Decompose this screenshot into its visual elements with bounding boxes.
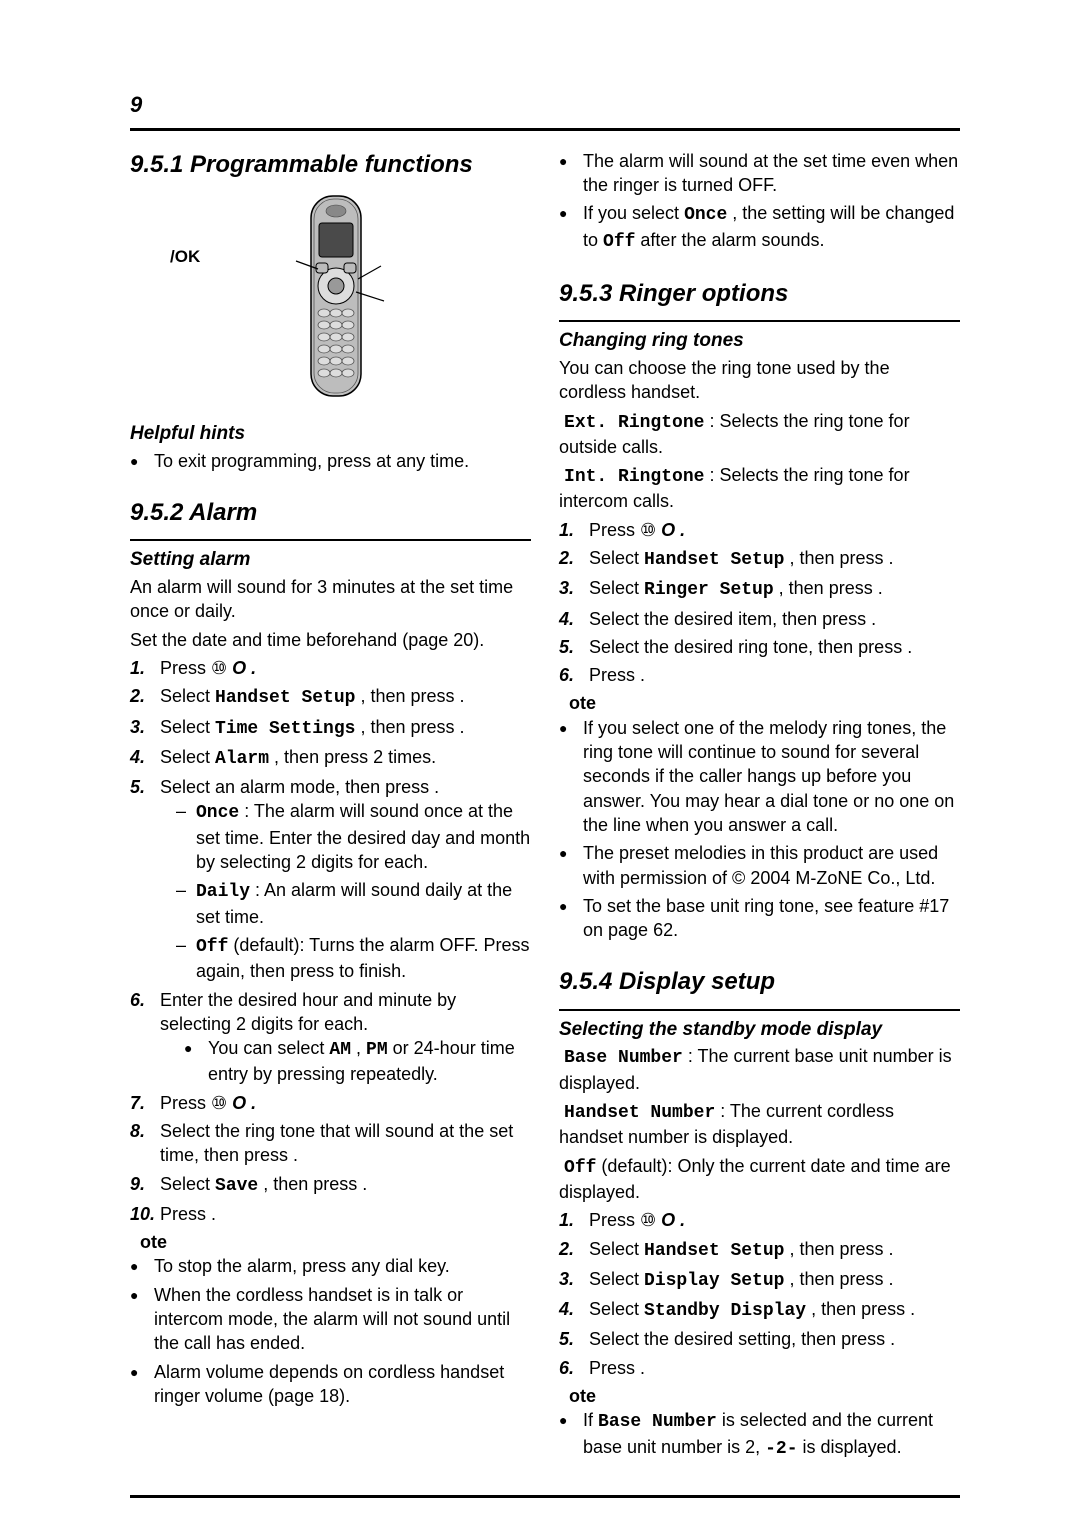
display-step-6: Press .: [559, 1356, 960, 1380]
selecting-standby-title: Selecting the standby mode display: [559, 1017, 960, 1043]
alarm-step-2: Select Handset Setup , then press .: [130, 684, 531, 710]
alarm-note-4: The alarm will sound at the set time eve…: [559, 149, 960, 198]
alarm-step-6: Enter the desired hour and minute by sel…: [130, 988, 531, 1087]
handset-ok-label: /OK: [170, 246, 200, 269]
alarm-step-9: Select Save , then press .: [130, 1172, 531, 1198]
alarm-note-2: When the cordless handset is in talk or …: [130, 1283, 531, 1356]
alarm-step-6-sub: You can select AM , PM or 24-hour time e…: [160, 1036, 531, 1087]
section-951-title: 9.5.1 Programmable functions: [130, 149, 531, 181]
alarm-step-4: Select Alarm , then press 2 times.: [130, 745, 531, 771]
ringer-note-1: If you select one of the melody ring ton…: [559, 716, 960, 837]
alarm-note-1: To stop the alarm, press any dial key.: [130, 1254, 531, 1278]
alarm-step-7: Press ⑩ O .: [130, 1091, 531, 1115]
display-note-1: If Base Number is selected and the curre…: [559, 1408, 960, 1461]
display-step-4: Select Standby Display , then press .: [559, 1297, 960, 1323]
alarm-intro-1: An alarm will sound for 3 minutes at the…: [130, 575, 531, 624]
right-column: The alarm will sound at the set time eve…: [559, 149, 960, 1465]
left-column: 9.5.1 Programmable functions /OK: [130, 149, 531, 1465]
ringer-step-6: Press .: [559, 663, 960, 687]
alarm-note-5: If you select Once , the setting will be…: [559, 201, 960, 254]
page-number: 9: [130, 90, 960, 120]
top-ruler: [130, 128, 960, 131]
alarm-step-5: Select an alarm mode, then press . Once …: [130, 775, 531, 983]
display-step-5: Select the desired setting, then press .: [559, 1327, 960, 1351]
display-step-3: Select Display Setup , then press .: [559, 1267, 960, 1293]
base-number-desc: Base Number : The current base unit numb…: [559, 1044, 960, 1095]
alarm-notes: To stop the alarm, press any dial key. W…: [130, 1254, 531, 1408]
note-label: ote: [140, 1230, 531, 1254]
ringer-steps: Press ⑩ O . Select Handset Setup , then …: [559, 518, 960, 688]
ringer-step-5: Select the desired ring tone, then press…: [559, 635, 960, 659]
display-steps: Press ⑩ O . Select Handset Setup , then …: [559, 1208, 960, 1380]
alarm-step-1: Press ⑩ O .: [130, 656, 531, 680]
ringer-step-1: Press ⑩ O .: [559, 518, 960, 542]
alarm-mode-once: Once : The alarm will sound once at the …: [176, 799, 531, 874]
alarm-step-10: Press .: [130, 1202, 531, 1226]
alarm-steps: Press ⑩ O . Select Handset Setup , then …: [130, 656, 531, 1226]
display-notes: If Base Number is selected and the curre…: [559, 1408, 960, 1461]
sub-ruler-2: [559, 320, 960, 322]
int-ringtone-desc: Int. Ringtone : Selects the ring tone fo…: [559, 463, 960, 514]
alarm-step-6-sub-item: You can select AM , PM or 24-hour time e…: [184, 1036, 531, 1087]
changing-ring-tones-p: You can choose the ring tone used by the…: [559, 356, 960, 405]
alarm-mode-list: Once : The alarm will sound once at the …: [176, 799, 531, 983]
handset-illustration: /OK: [130, 191, 531, 401]
alarm-notes-continued: The alarm will sound at the set time eve…: [559, 149, 960, 254]
off-desc: Off (default): Only the current date and…: [559, 1154, 960, 1205]
section-952-title: 9.5.2 Alarm: [130, 497, 531, 529]
helpful-hints-item: To exit programming, press at any time.: [130, 449, 531, 473]
helpful-hints-title: Helpful hints: [130, 421, 531, 447]
handset-number-desc: Handset Number : The current cordless ha…: [559, 1099, 960, 1150]
bottom-ruler: [130, 1495, 960, 1498]
ringer-step-2: Select Handset Setup , then press .: [559, 546, 960, 572]
ext-ringtone-desc: Ext. Ringtone : Selects the ring tone fo…: [559, 409, 960, 460]
sub-ruler-3: [559, 1009, 960, 1011]
section-954-title: 9.5.4 Display setup: [559, 966, 960, 998]
changing-ring-tones-title: Changing ring tones: [559, 328, 960, 354]
helpful-hints-list: To exit programming, press at any time.: [130, 449, 531, 473]
sub-ruler: [130, 539, 531, 541]
ringer-note-2: The preset melodies in this product are …: [559, 841, 960, 890]
ringer-notes: If you select one of the melody ring ton…: [559, 716, 960, 943]
alarm-mode-off: Off (default): Turns the alarm OFF. Pres…: [176, 933, 531, 984]
alarm-step-8: Select the ring tone that will sound at …: [130, 1119, 531, 1168]
ringer-step-4: Select the desired item, then press .: [559, 607, 960, 631]
display-note-label: ote: [569, 1384, 960, 1408]
ringer-step-3: Select Ringer Setup , then press .: [559, 576, 960, 602]
two-column-layout: 9.5.1 Programmable functions /OK: [130, 149, 960, 1465]
ringer-note-label: ote: [569, 691, 960, 715]
handset-icon: [256, 191, 406, 401]
setting-alarm-title: Setting alarm: [130, 547, 531, 573]
alarm-mode-daily: Daily : An alarm will sound daily at the…: [176, 878, 531, 929]
ringer-note-3: To set the base unit ring tone, see feat…: [559, 894, 960, 943]
display-step-1: Press ⑩ O .: [559, 1208, 960, 1232]
display-step-2: Select Handset Setup , then press .: [559, 1237, 960, 1263]
alarm-intro-2: Set the date and time beforehand (page 2…: [130, 628, 531, 652]
alarm-note-3: Alarm volume depends on cordless handset…: [130, 1360, 531, 1409]
alarm-step-3: Select Time Settings , then press .: [130, 715, 531, 741]
section-953-title: 9.5.3 Ringer options: [559, 278, 960, 310]
